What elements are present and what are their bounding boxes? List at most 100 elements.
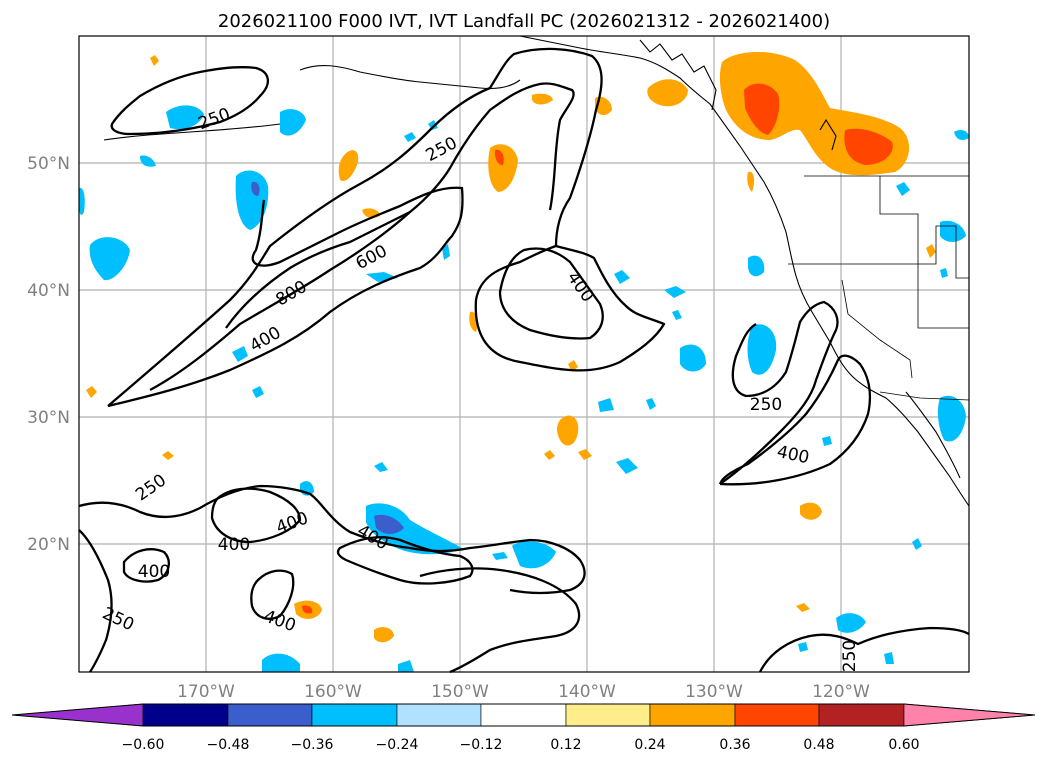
ivt-800-contour bbox=[225, 210, 411, 329]
negative-anomaly-patch bbox=[836, 613, 866, 633]
negative-anomaly-patch bbox=[912, 538, 922, 550]
aleutian-islands bbox=[103, 123, 281, 141]
negative-anomaly-patch bbox=[937, 395, 966, 442]
map-title: 2026021100 F000 IVT, IVT Landfall PC (20… bbox=[218, 11, 830, 32]
contour-label: 400 bbox=[138, 562, 170, 582]
positive-anomaly-patch bbox=[557, 415, 579, 446]
longitude-labels: 170°W 160°W 150°W 140°W 130°W 120°W bbox=[177, 682, 870, 702]
negative-anomaly-patch bbox=[884, 652, 894, 664]
lon-label-120w: 120°W bbox=[812, 682, 870, 702]
latitude-labels: 50°N 40°N 30°N 20°N bbox=[27, 154, 70, 555]
colorbar-segment bbox=[396, 703, 482, 727]
negative-anomaly-patch bbox=[598, 398, 614, 412]
positive-anomaly-patch bbox=[578, 449, 592, 460]
negative-anomaly-patch bbox=[262, 653, 300, 672]
negative-anomaly-patch bbox=[374, 462, 388, 472]
colorbar-segment bbox=[649, 703, 736, 727]
negative-anomaly-patch bbox=[680, 344, 706, 372]
colorbar-tick-label: 0.12 bbox=[550, 737, 581, 753]
negative-anomaly-patch bbox=[280, 109, 306, 136]
us-mexico-border bbox=[879, 391, 970, 401]
negative-anomaly-patch bbox=[235, 170, 269, 230]
colorbar-outline bbox=[11, 703, 1036, 727]
strong-negative-patch bbox=[374, 514, 404, 534]
colorbar-segment bbox=[227, 703, 313, 727]
state-border bbox=[788, 225, 969, 279]
contour-label: 250 bbox=[840, 640, 860, 672]
negative-anomaly-patch bbox=[252, 386, 264, 398]
ivt-250-california-contour bbox=[719, 300, 839, 485]
lon-label-160w: 160°W bbox=[304, 682, 362, 702]
colorbar-tick-label: −0.60 bbox=[122, 737, 165, 753]
ivt-400-tropical-contour bbox=[210, 487, 302, 544]
ivt-250-contour bbox=[107, 47, 666, 407]
negative-anomaly-patch bbox=[512, 541, 556, 569]
negative-anomaly-patch bbox=[140, 155, 156, 167]
strong-negative-patch bbox=[251, 181, 260, 196]
political-borders bbox=[788, 175, 970, 401]
ivt-landfall-pc-fill bbox=[79, 51, 969, 672]
negative-anomaly-patch bbox=[672, 310, 682, 320]
colorbar-upper-extension bbox=[903, 703, 1036, 727]
lat-label-50n: 50°N bbox=[27, 154, 70, 174]
alaska-coastline bbox=[299, 64, 521, 90]
positive-anomaly-patch bbox=[86, 386, 97, 398]
negative-anomaly-patch bbox=[492, 552, 508, 560]
negative-anomaly-patch bbox=[616, 458, 638, 474]
colorbar: −0.60 −0.48 −0.36 −0.24 −0.12 0.12 0.24 … bbox=[11, 703, 1036, 753]
contour-label: 250 bbox=[750, 395, 782, 415]
negative-anomaly-patch bbox=[428, 120, 438, 130]
strong-positive-patch bbox=[494, 149, 504, 166]
colorbar-tick-label: −0.12 bbox=[460, 737, 503, 753]
negative-anomaly-patch bbox=[747, 324, 777, 375]
positive-anomaly-patch bbox=[338, 150, 359, 181]
ivt-400-contour bbox=[107, 186, 464, 408]
inside-passage-coast bbox=[639, 39, 717, 111]
colorbar-segment bbox=[311, 703, 398, 727]
positive-anomaly-patch bbox=[544, 450, 555, 460]
negative-anomaly-patch bbox=[89, 237, 130, 281]
positive-anomaly-patch bbox=[162, 451, 174, 460]
negative-anomaly-patch bbox=[798, 642, 808, 652]
positive-anomaly-patch bbox=[532, 93, 553, 105]
colorbar-lower-extension bbox=[11, 703, 144, 727]
colorbar-segment bbox=[480, 703, 567, 727]
positive-anomaly-patch bbox=[796, 603, 810, 612]
negative-anomaly-patch bbox=[166, 105, 204, 130]
negative-anomaly-patch bbox=[404, 132, 416, 142]
state-border bbox=[879, 176, 969, 329]
negative-anomaly-patch bbox=[940, 268, 948, 278]
colorbar-segment bbox=[565, 703, 651, 727]
lon-label-130w: 130°W bbox=[685, 682, 743, 702]
island-coast bbox=[819, 118, 837, 151]
colorbar-tick-label: −0.48 bbox=[207, 737, 250, 753]
colorbar-tick-label: 0.24 bbox=[634, 737, 665, 753]
ivt-600-contour bbox=[149, 82, 575, 392]
negative-anomaly-patch bbox=[79, 187, 85, 215]
map-frame bbox=[78, 35, 970, 673]
negative-anomaly-patch bbox=[442, 244, 450, 260]
positive-anomaly-patch bbox=[926, 244, 936, 258]
lat-label-40n: 40°N bbox=[27, 281, 70, 301]
coastlines bbox=[103, 35, 970, 507]
baja-coastline bbox=[905, 391, 961, 479]
ivt-400-tropical-contour bbox=[336, 536, 474, 585]
negative-anomaly-patch bbox=[954, 130, 969, 140]
map-panel: 250 250 600 800 400 400 250 400 250 400 … bbox=[78, 35, 970, 674]
negative-anomaly-patch bbox=[664, 286, 686, 298]
lon-label-150w: 150°W bbox=[431, 682, 489, 702]
ivt-250-south-contour bbox=[419, 567, 581, 674]
colorbar-tick-label: 0.48 bbox=[803, 737, 834, 753]
negative-anomaly-patch bbox=[896, 182, 910, 196]
colorbar-segment bbox=[142, 703, 229, 727]
positive-anomaly-patch bbox=[747, 171, 755, 192]
negative-anomaly-patch bbox=[366, 503, 462, 555]
state-border bbox=[841, 279, 913, 379]
positive-anomaly-patch bbox=[800, 502, 822, 520]
lat-label-30n: 30°N bbox=[27, 408, 70, 428]
lon-label-140w: 140°W bbox=[558, 682, 616, 702]
negative-anomaly-patch bbox=[614, 270, 630, 284]
strong-positive-patch bbox=[744, 83, 780, 135]
lon-label-170w: 170°W bbox=[177, 682, 235, 702]
ivt-250-west-contour bbox=[78, 529, 113, 673]
